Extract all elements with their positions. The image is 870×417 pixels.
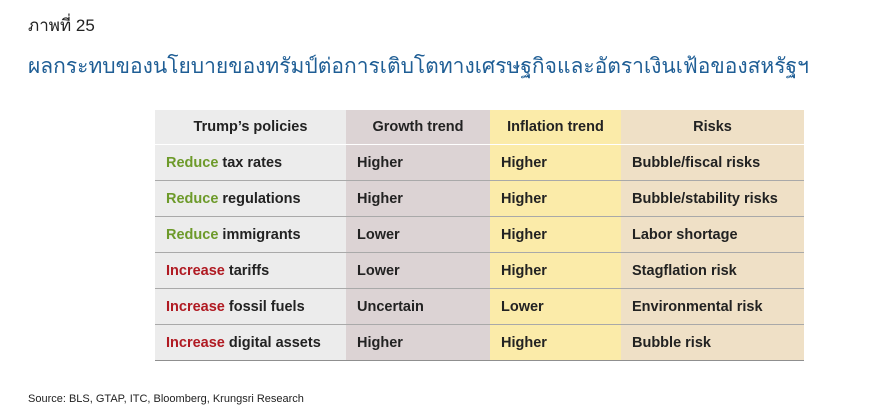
- risk-cell: Labor shortage: [621, 216, 804, 253]
- risk-cell: Bubble/stability risks: [621, 180, 804, 217]
- inflation-cell: Higher: [490, 324, 621, 361]
- table-row: Reduce tax rates Higher Higher Bubble/fi…: [155, 144, 804, 181]
- policy-subject: tariffs: [224, 262, 270, 279]
- policy-verb: Reduce: [166, 190, 219, 207]
- policy-cell: Increase digital assets: [155, 324, 346, 361]
- risk-cell: Stagflation risk: [621, 252, 804, 289]
- policy-cell: Reduce immigrants: [155, 216, 346, 253]
- table-row: Increase fossil fuels Uncertain Lower En…: [155, 288, 804, 325]
- policy-cell: Reduce tax rates: [155, 144, 346, 181]
- policy-subject: tax rates: [218, 154, 283, 171]
- policy-subject: immigrants: [218, 226, 301, 243]
- policy-verb: Reduce: [166, 154, 219, 171]
- growth-cell: Higher: [346, 180, 490, 217]
- header-growth-trend: Growth trend: [346, 110, 490, 145]
- policy-cell: Reduce regulations: [155, 180, 346, 217]
- growth-cell: Lower: [346, 216, 490, 253]
- header-risks: Risks: [621, 110, 804, 145]
- table-row: Increase digital assets Higher Higher Bu…: [155, 324, 804, 361]
- policy-verb: Increase: [166, 334, 225, 351]
- policy-verb: Increase: [166, 262, 225, 279]
- header-inflation-trend: Inflation trend: [490, 110, 621, 145]
- growth-cell: Lower: [346, 252, 490, 289]
- figure-label: ภาพที่ 25: [28, 16, 95, 35]
- growth-cell: Higher: [346, 144, 490, 181]
- policy-verb: Reduce: [166, 226, 219, 243]
- inflation-cell: Higher: [490, 144, 621, 181]
- figure-title: ผลกระทบของนโยบายของทรัมป์ต่อการเติบโตทาง…: [28, 55, 809, 78]
- policy-subject: digital assets: [224, 334, 321, 351]
- inflation-cell: Lower: [490, 288, 621, 325]
- inflation-cell: Higher: [490, 180, 621, 217]
- table-row: Increase tariffs Lower Higher Stagflatio…: [155, 252, 804, 289]
- table-row: Reduce immigrants Lower Higher Labor sho…: [155, 216, 804, 253]
- policy-verb: Increase: [166, 298, 225, 315]
- policy-impact-table: Trump’s policies Growth trend Inflation …: [155, 110, 804, 361]
- table-row: Reduce regulations Higher Higher Bubble/…: [155, 180, 804, 217]
- growth-cell: Uncertain: [346, 288, 490, 325]
- table-header-row: Trump’s policies Growth trend Inflation …: [155, 110, 804, 145]
- growth-cell: Higher: [346, 324, 490, 361]
- risk-cell: Bubble/fiscal risks: [621, 144, 804, 181]
- policy-subject: fossil fuels: [224, 298, 305, 315]
- risk-cell: Bubble risk: [621, 324, 804, 361]
- policy-subject: regulations: [218, 190, 301, 207]
- policy-cell: Increase tariffs: [155, 252, 346, 289]
- header-policies: Trump’s policies: [155, 110, 346, 145]
- source-note: Source: BLS, GTAP, ITC, Bloomberg, Krung…: [28, 393, 304, 405]
- inflation-cell: Higher: [490, 252, 621, 289]
- policy-cell: Increase fossil fuels: [155, 288, 346, 325]
- risk-cell: Environmental risk: [621, 288, 804, 325]
- inflation-cell: Higher: [490, 216, 621, 253]
